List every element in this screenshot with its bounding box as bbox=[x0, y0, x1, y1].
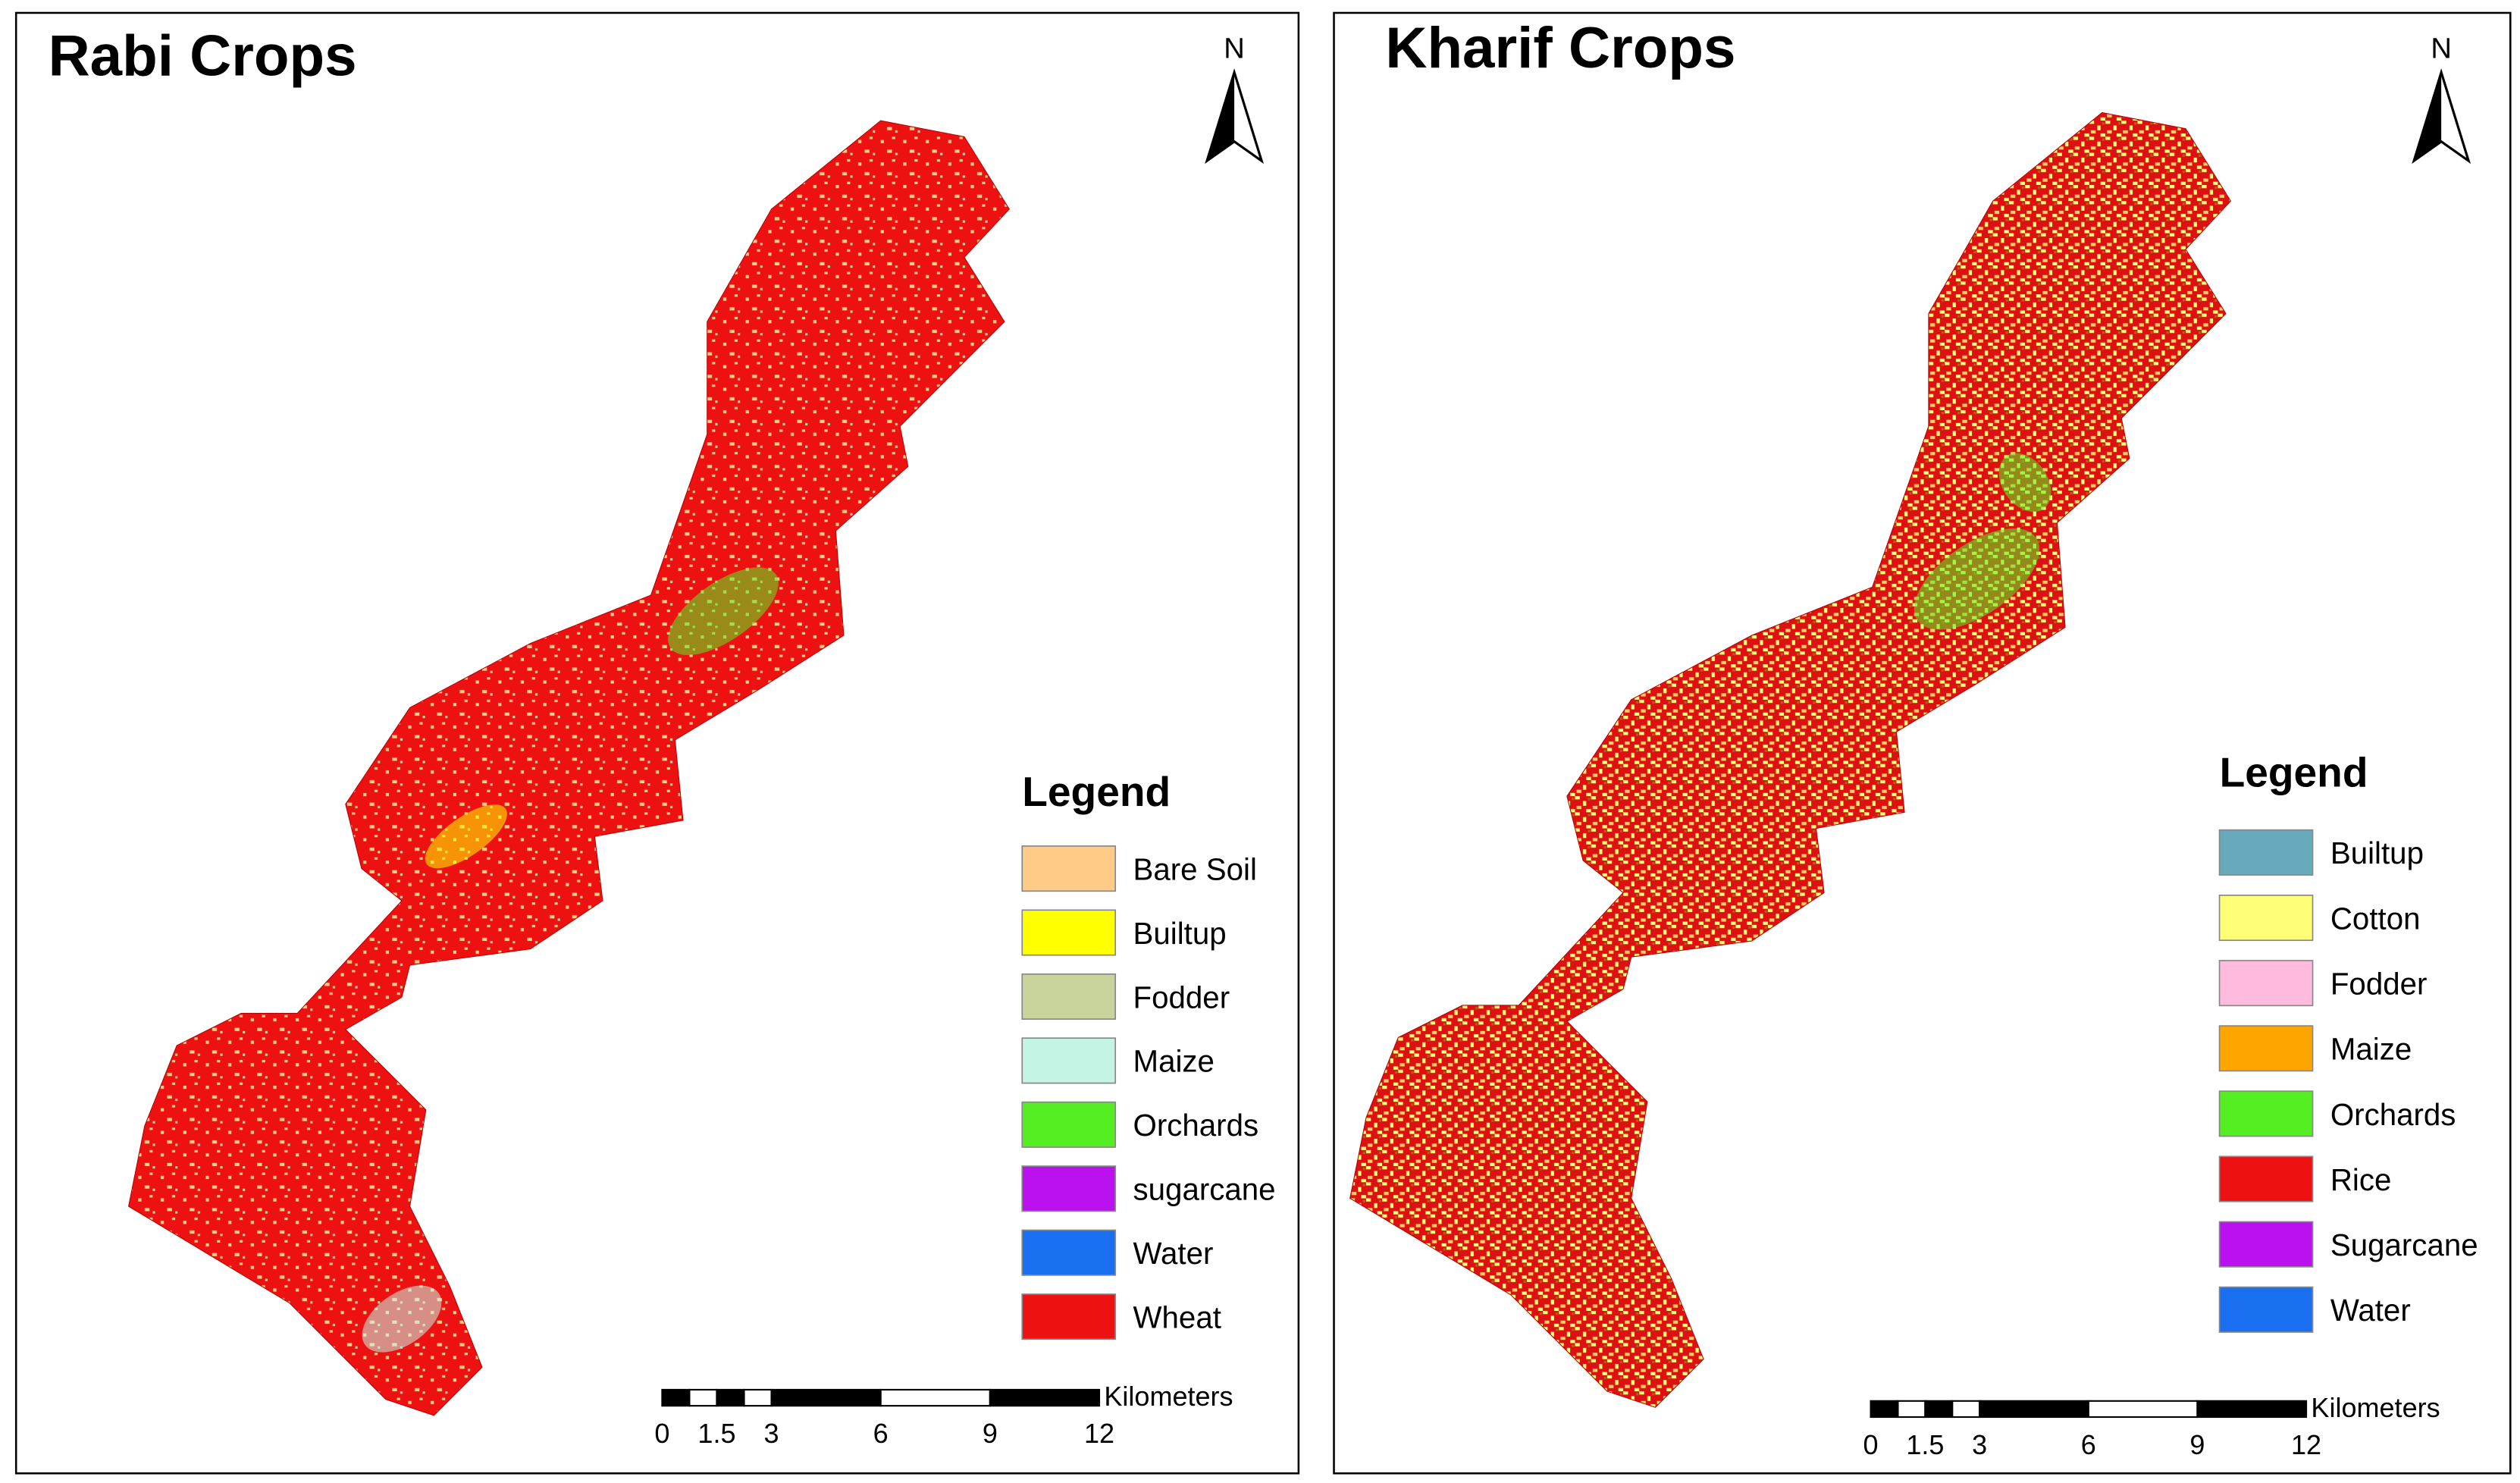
north-arrow-fill bbox=[2414, 72, 2442, 161]
scale-tick-label: 3 bbox=[1972, 1429, 1987, 1460]
map-panel: Kharif Crops N Legend Builtup Cotton Fodder Ma… bbox=[1333, 11, 2512, 1475]
legend-swatch bbox=[1021, 909, 1117, 956]
scale-tick-label: 3 bbox=[764, 1418, 779, 1449]
legend-label: Rice bbox=[2330, 1163, 2392, 1197]
legend-swatch bbox=[2218, 1155, 2314, 1202]
legend-swatch bbox=[2218, 1221, 2314, 1268]
legend-label: Builtup bbox=[1133, 917, 1227, 951]
legend-label: Water bbox=[1133, 1237, 1214, 1271]
scale-segment bbox=[1951, 1400, 1981, 1419]
legend-swatch bbox=[2218, 1286, 2314, 1333]
scale-tick-label: 12 bbox=[1084, 1418, 1114, 1449]
legend-swatch bbox=[2218, 960, 2314, 1007]
legend-swatch bbox=[2218, 1025, 2314, 1072]
legend-swatch bbox=[1021, 1165, 1117, 1212]
scale-segment bbox=[879, 1388, 991, 1407]
scale-tick-label: 0 bbox=[654, 1418, 669, 1449]
scale-segment bbox=[2087, 1400, 2199, 1419]
scale-tick-label: 6 bbox=[873, 1418, 889, 1449]
legend-swatch bbox=[1021, 845, 1117, 892]
legend-swatch bbox=[2218, 894, 2314, 942]
legend-label: Wheat bbox=[1133, 1300, 1221, 1334]
scale-tick-label: 1.5 bbox=[697, 1418, 735, 1449]
scale-tick-label: 9 bbox=[2189, 1429, 2205, 1460]
legend-swatch bbox=[1021, 1293, 1117, 1340]
north-arrow-fill bbox=[1207, 72, 1235, 161]
map-cluster bbox=[1998, 453, 2051, 513]
scale-segment bbox=[989, 1388, 1101, 1407]
map-region bbox=[127, 120, 1010, 1416]
scale-segment bbox=[2196, 1400, 2308, 1419]
legend-label: Cotton bbox=[2330, 901, 2421, 936]
legend-label: Maize bbox=[2330, 1033, 2412, 1067]
legend-swatch bbox=[1021, 1229, 1117, 1276]
scale-segment bbox=[743, 1388, 773, 1407]
map-title: Rabi Crops bbox=[49, 24, 357, 89]
scale-unit: Kilometers bbox=[2311, 1392, 2440, 1423]
map-region bbox=[1349, 111, 2232, 1408]
north-label: N bbox=[2431, 32, 2452, 64]
map-cluster bbox=[425, 804, 507, 869]
legend-swatch bbox=[1021, 1037, 1117, 1084]
scale-tick-label: 0 bbox=[1863, 1429, 1879, 1460]
scale-segment bbox=[1870, 1400, 1899, 1419]
map-cluster bbox=[668, 567, 779, 656]
legend-label: Fodder bbox=[1133, 980, 1230, 1014]
scale-segment bbox=[688, 1388, 718, 1407]
map-cluster bbox=[362, 1285, 442, 1353]
map-panel: Rabi Crops N Legend Bare Soil Builtup Fodder M… bbox=[14, 11, 1300, 1475]
legend-label: sugarcane bbox=[1133, 1173, 1276, 1207]
legend-label: Builtup bbox=[2330, 836, 2424, 870]
legend-label: Fodder bbox=[2330, 967, 2428, 1001]
scale-unit: Kilometers bbox=[1104, 1381, 1233, 1412]
north-label: N bbox=[1224, 32, 1245, 64]
legend-label: Bare Soil bbox=[1133, 852, 1257, 886]
legend-title: Legend bbox=[1022, 768, 1171, 815]
legend-label: Orchards bbox=[1133, 1108, 1259, 1143]
legend-label: Orchards bbox=[2330, 1098, 2456, 1132]
scale-segment bbox=[1924, 1400, 1954, 1419]
scale-tick-label: 1.5 bbox=[1906, 1429, 1944, 1460]
scale-tick-label: 12 bbox=[2291, 1429, 2321, 1460]
legend-swatch bbox=[2218, 1090, 2314, 1137]
scale-segment bbox=[1979, 1400, 2089, 1419]
legend-swatch bbox=[1021, 1101, 1117, 1148]
scale-segment bbox=[770, 1388, 882, 1407]
legend-label: Sugarcane bbox=[2330, 1228, 2478, 1262]
scale-tick-label: 9 bbox=[983, 1418, 998, 1449]
scale-segment bbox=[1897, 1400, 1926, 1419]
scale-segment bbox=[661, 1388, 691, 1407]
legend-title: Legend bbox=[2220, 748, 2368, 795]
scale-tick-label: 6 bbox=[2081, 1429, 2096, 1460]
scale-segment bbox=[716, 1388, 745, 1407]
map-title: Kharif Crops bbox=[1385, 16, 1735, 80]
legend-label: Maize bbox=[1133, 1045, 1215, 1079]
map-cluster bbox=[1914, 528, 2040, 630]
legend-swatch bbox=[1021, 973, 1117, 1021]
legend-label: Water bbox=[2330, 1293, 2411, 1328]
legend-swatch bbox=[2218, 829, 2314, 876]
